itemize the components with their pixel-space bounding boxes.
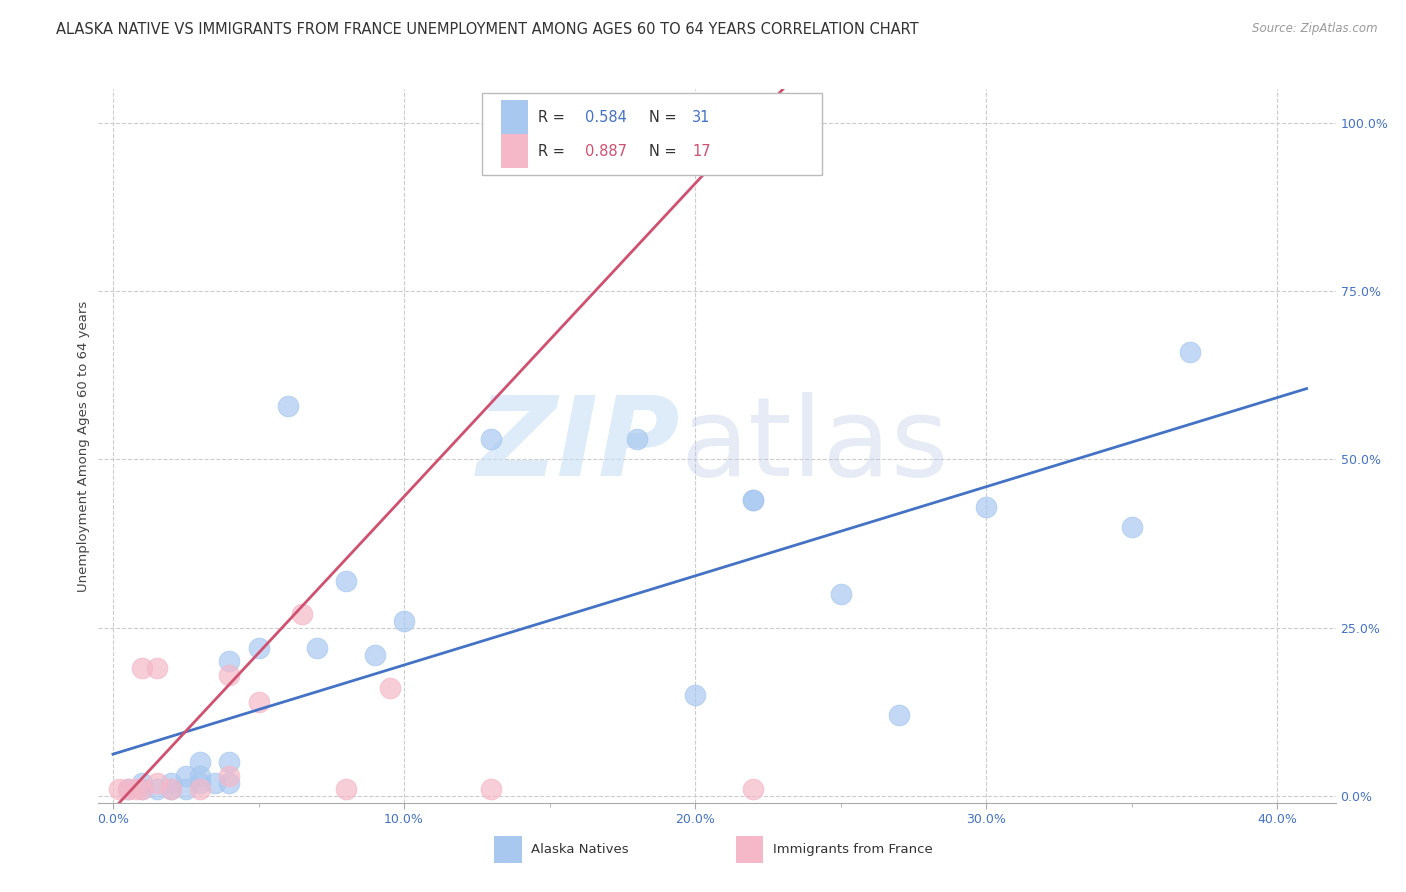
Point [742, 492, 765, 507]
Point [188, 775, 211, 789]
Point [174, 769, 197, 783]
Point [117, 782, 139, 797]
Text: atlas: atlas [681, 392, 949, 500]
Point [1121, 520, 1143, 534]
Text: N =: N = [650, 144, 682, 159]
Point [218, 756, 240, 770]
Point [976, 500, 998, 514]
Text: ALASKA NATIVE VS IMMIGRANTS FROM FRANCE UNEMPLOYMENT AMONG AGES 60 TO 64 YEARS C: ALASKA NATIVE VS IMMIGRANTS FROM FRANCE … [56, 22, 920, 37]
Point [131, 782, 153, 797]
Point [335, 574, 357, 588]
Point [305, 640, 328, 655]
Point [174, 782, 197, 797]
Point [188, 756, 211, 770]
Text: 0.584: 0.584 [585, 110, 627, 125]
Point [204, 775, 226, 789]
Text: 0.887: 0.887 [585, 144, 627, 159]
Point [160, 782, 183, 797]
Point [1178, 344, 1201, 359]
Point [481, 432, 503, 446]
FancyBboxPatch shape [482, 93, 823, 175]
Text: ZIP: ZIP [477, 392, 681, 500]
Text: Alaska Natives: Alaska Natives [531, 844, 628, 856]
Point [291, 607, 314, 622]
Point [364, 648, 387, 662]
Point [742, 492, 765, 507]
Point [160, 782, 183, 797]
Point [107, 782, 129, 797]
Point [277, 399, 299, 413]
Point [145, 661, 167, 675]
Y-axis label: Unemployment Among Ages 60 to 64 years: Unemployment Among Ages 60 to 64 years [77, 301, 90, 591]
Point [830, 587, 852, 601]
Point [131, 775, 153, 789]
Point [742, 782, 765, 797]
Point [481, 782, 503, 797]
Point [247, 640, 270, 655]
FancyBboxPatch shape [501, 100, 527, 135]
Point [392, 614, 415, 628]
Text: R =: R = [537, 110, 569, 125]
Point [683, 688, 706, 702]
Text: Immigrants from France: Immigrants from France [773, 844, 932, 856]
Point [145, 775, 167, 789]
Point [218, 655, 240, 669]
Point [131, 661, 153, 675]
Point [218, 668, 240, 682]
Text: N =: N = [650, 110, 682, 125]
Point [218, 769, 240, 783]
Point [247, 695, 270, 709]
Text: R =: R = [537, 144, 569, 159]
Text: 17: 17 [692, 144, 711, 159]
FancyBboxPatch shape [735, 837, 763, 863]
Point [378, 681, 401, 696]
Point [125, 782, 148, 797]
Point [188, 769, 211, 783]
Point [160, 775, 183, 789]
Point [626, 432, 648, 446]
Point [887, 708, 910, 723]
Point [188, 782, 211, 797]
FancyBboxPatch shape [501, 134, 527, 169]
FancyBboxPatch shape [495, 837, 522, 863]
Point [335, 782, 357, 797]
Point [218, 775, 240, 789]
Text: 31: 31 [692, 110, 710, 125]
Text: Source: ZipAtlas.com: Source: ZipAtlas.com [1253, 22, 1378, 36]
Point [131, 782, 153, 797]
Point [117, 782, 139, 797]
Point [145, 782, 167, 797]
